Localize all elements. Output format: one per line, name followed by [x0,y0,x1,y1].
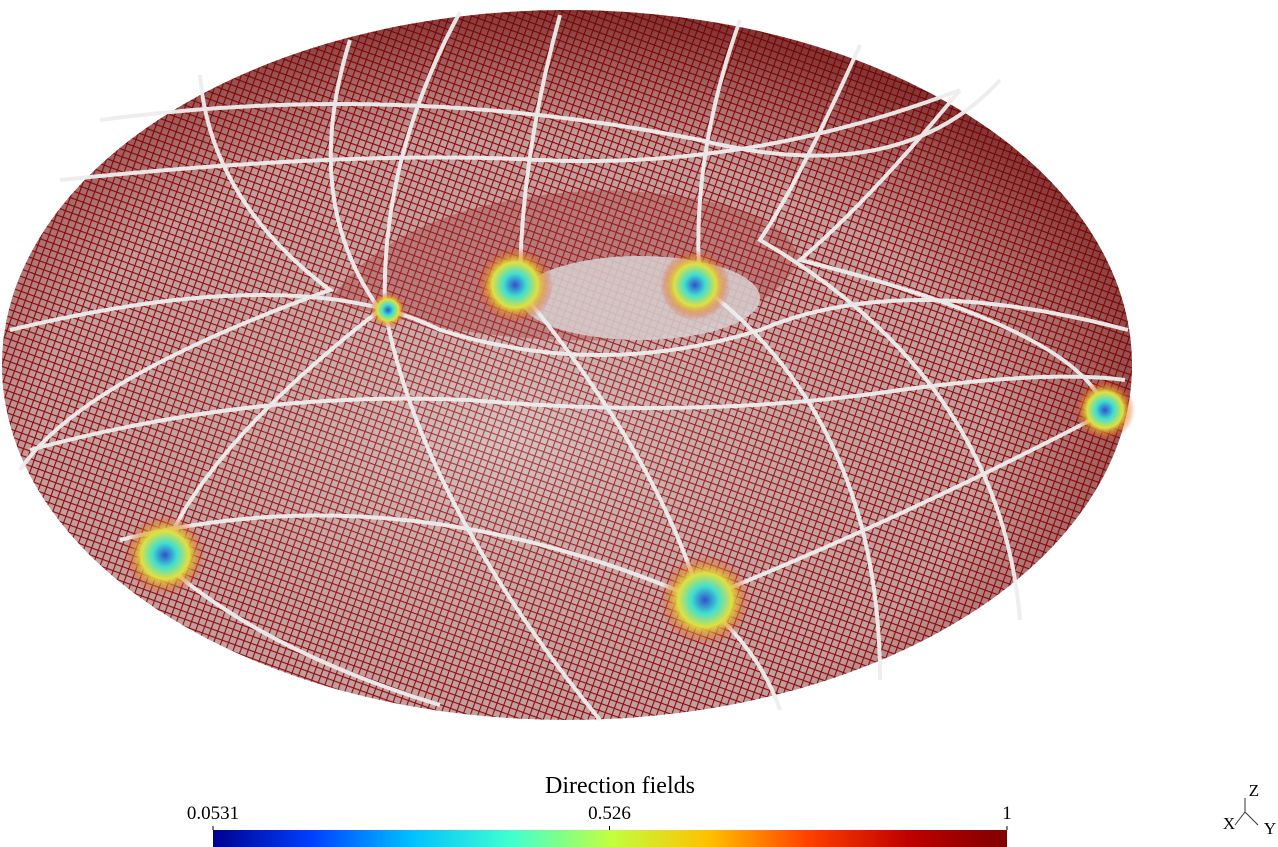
colorbar-tick-label: 0.526 [588,803,631,824]
colorbar-title: Direction fields [545,773,695,799]
axis-label-x: X [1223,814,1235,833]
axis-label-y: Y [1264,819,1276,838]
colorbar [213,830,1007,847]
axis-label-z: Z [1249,781,1259,800]
colorbar-tick-label: 1 [1002,803,1012,824]
torus [2,10,1135,722]
colorbar-tick-label: 0.0531 [187,803,239,824]
axes-triad [1234,798,1259,826]
